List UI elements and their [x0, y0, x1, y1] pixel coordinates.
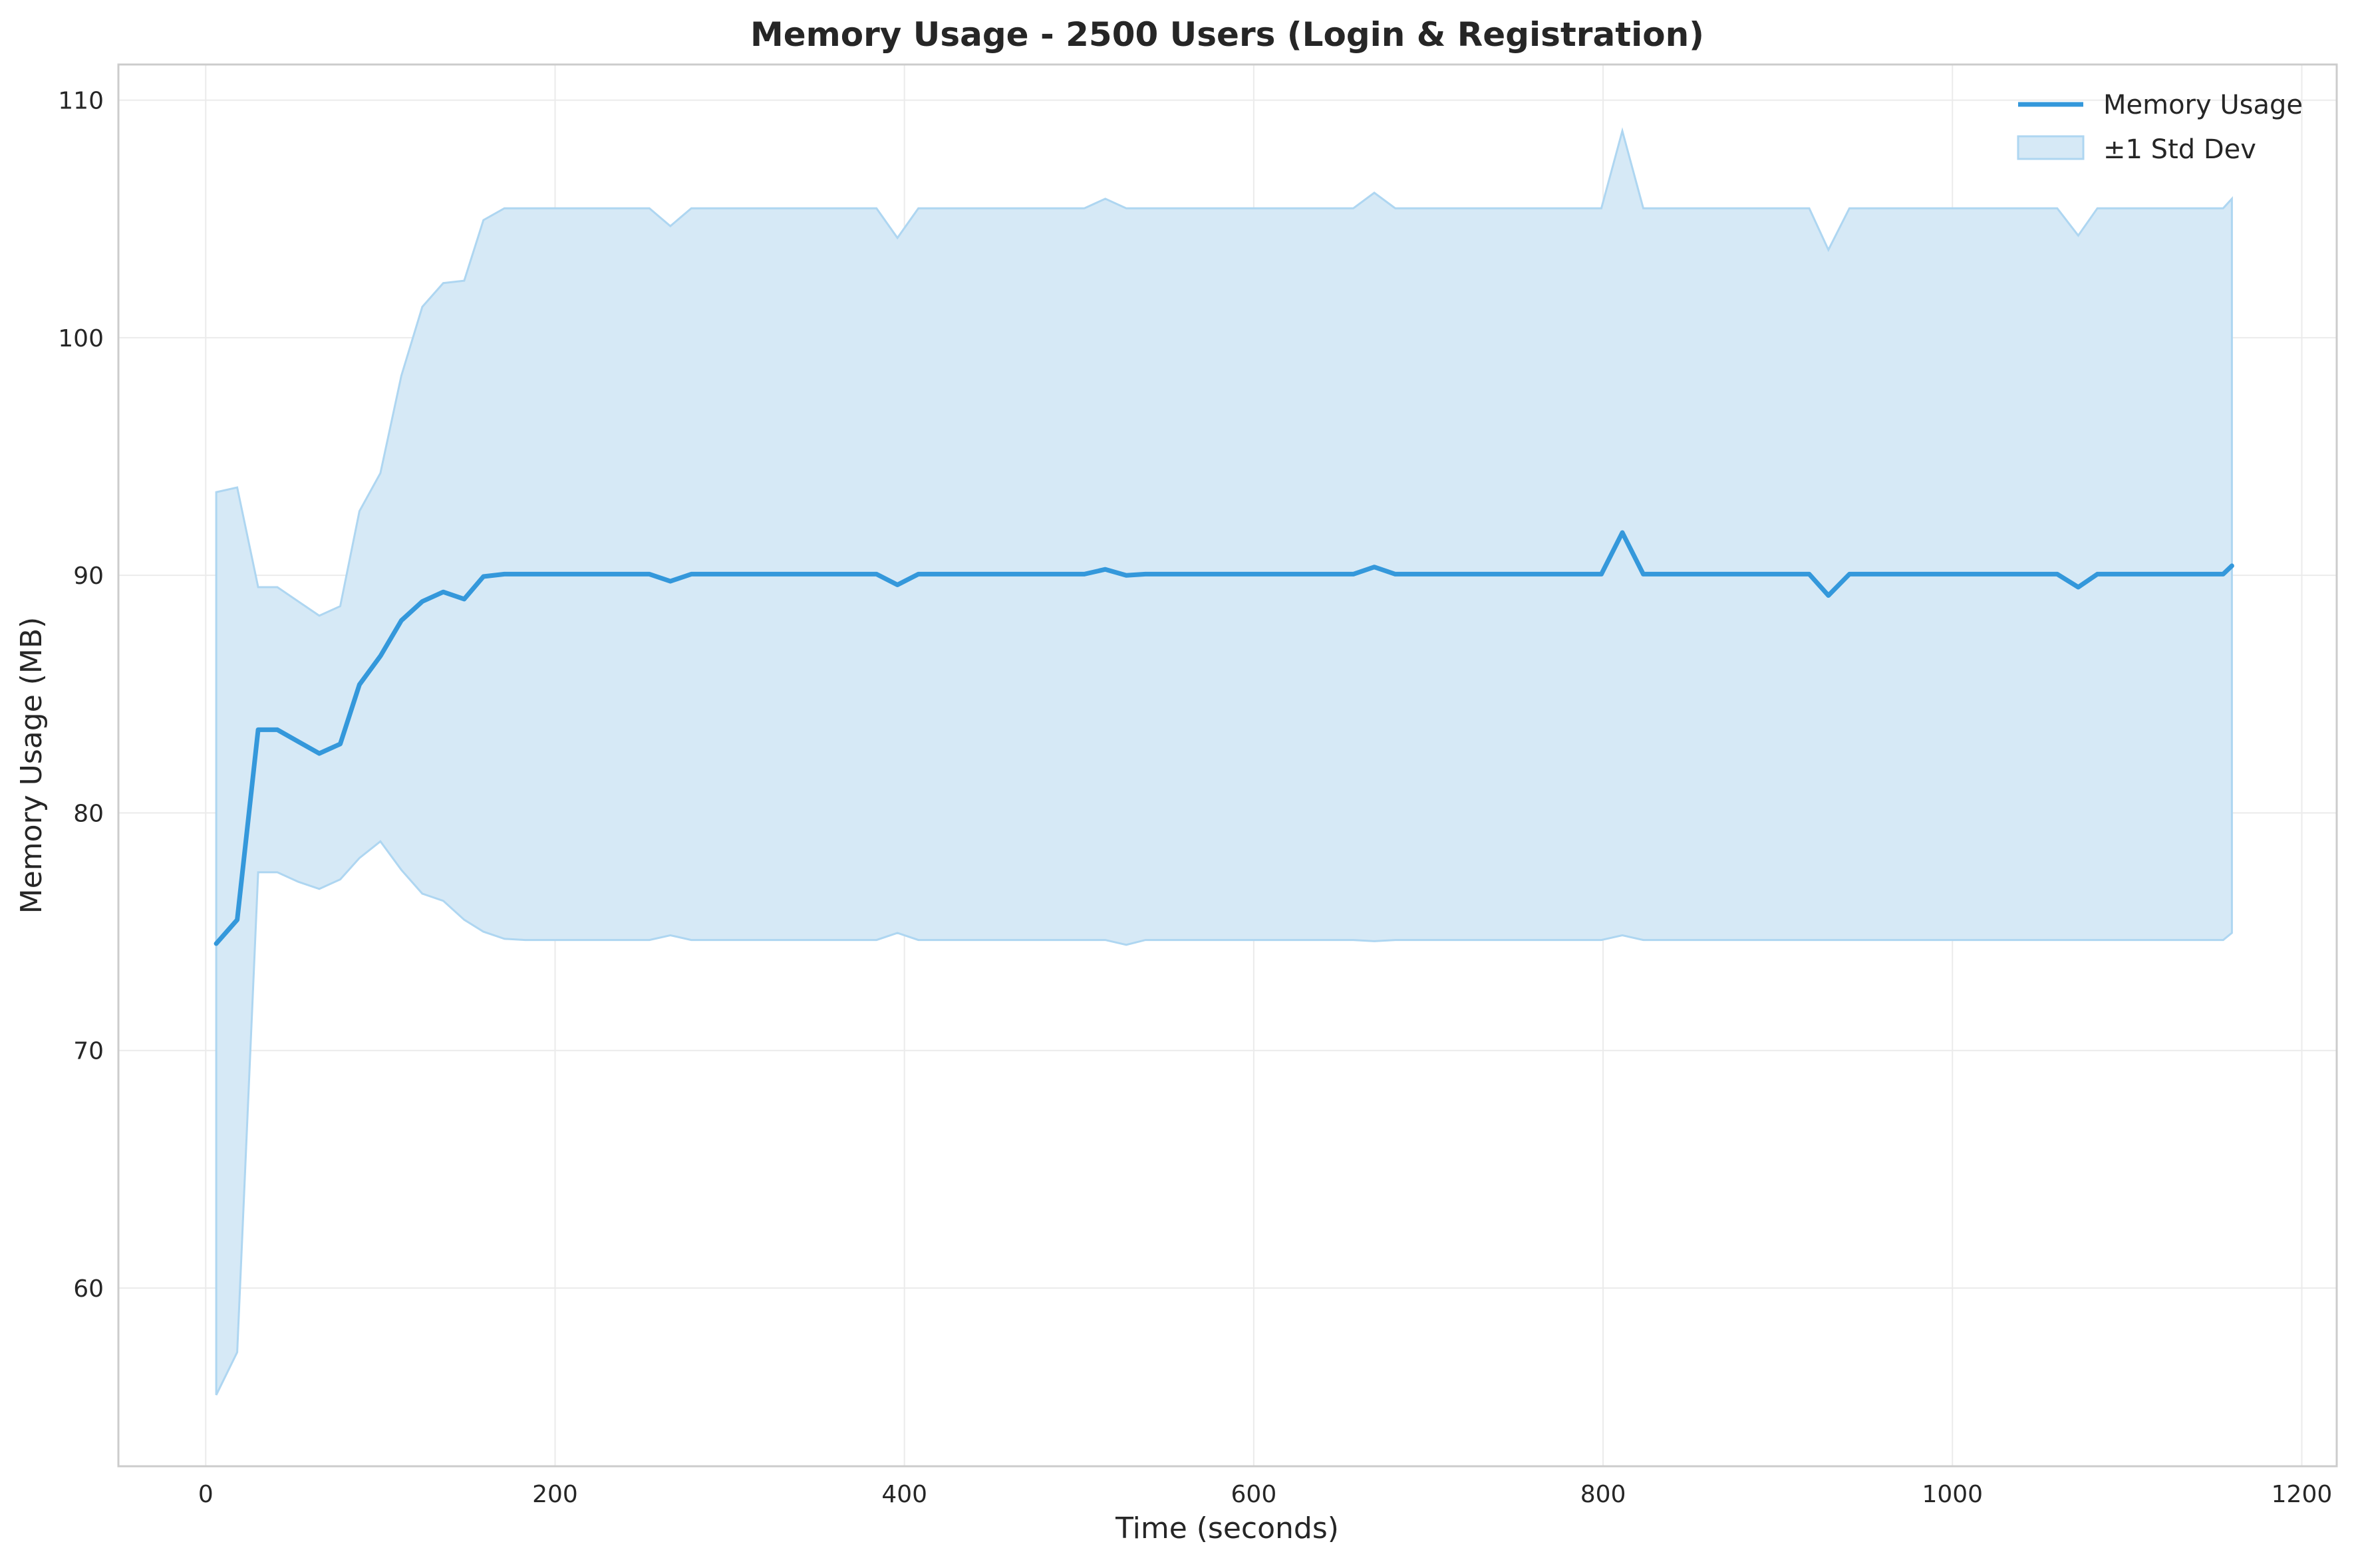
y-tick-label: 70 [73, 1038, 104, 1065]
y-axis-label: Memory Usage (MB) [15, 617, 49, 914]
y-tick-label: 110 [58, 88, 104, 115]
plot-frame [117, 63, 2338, 1468]
legend-label-memory-usage: Memory Usage [2103, 90, 2303, 120]
x-tick-label: 200 [532, 1481, 578, 1508]
memory-usage-line [214, 530, 2234, 946]
x-tick-label: 0 [198, 1481, 214, 1508]
legend: Memory Usage ±1 Std Dev [2017, 90, 2303, 165]
y-axis-ticks: 60 70 80 90 100 110 [58, 88, 104, 1303]
std-dev-band-layer [215, 127, 2233, 1396]
x-axis-ticks: 0 200 400 600 800 1000 1200 [198, 1481, 2332, 1508]
std-dev-band [215, 127, 2233, 1396]
x-tick-label: 1000 [1922, 1481, 1983, 1508]
y-tick-label: 90 [73, 563, 104, 590]
x-tick-label: 800 [1580, 1481, 1626, 1508]
x-axis-label: Time (seconds) [1115, 1511, 1339, 1545]
y-tick-label: 100 [58, 325, 104, 352]
y-tick-label: 60 [73, 1275, 104, 1303]
memory-line-layer [214, 530, 2234, 946]
legend-swatch-std-dev [2017, 135, 2085, 160]
chart-title: Memory Usage - 2500 Users (Login & Regis… [750, 15, 1704, 54]
y-tick-label: 80 [73, 800, 104, 827]
x-tick-label: 400 [881, 1481, 927, 1508]
x-tick-label: 1200 [2272, 1481, 2333, 1508]
x-tick-label: 600 [1231, 1481, 1277, 1508]
legend-label-std-dev: ±1 Std Dev [2103, 134, 2256, 165]
